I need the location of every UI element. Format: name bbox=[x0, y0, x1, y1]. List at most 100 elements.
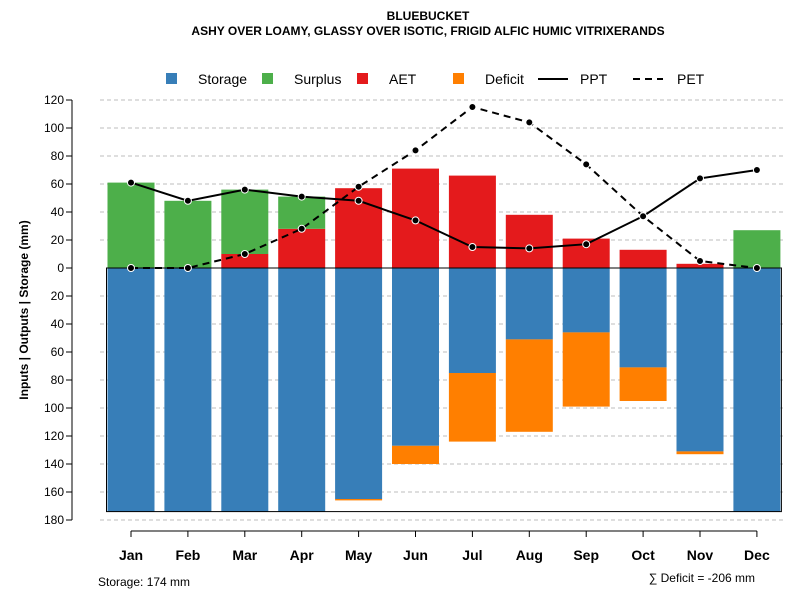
bar-deficit-jul bbox=[448, 373, 496, 442]
x-tick-label-jan: Jan bbox=[119, 547, 143, 563]
point-ppt-sep bbox=[582, 240, 591, 249]
point-pet-apr bbox=[297, 224, 306, 233]
point-ppt-feb bbox=[183, 196, 192, 205]
y-tick-label: 60 bbox=[51, 177, 65, 191]
y-tick-label: 20 bbox=[51, 233, 65, 247]
bar-storage-oct bbox=[619, 268, 667, 368]
legend-swatch-aet bbox=[357, 73, 368, 84]
x-tick-label-apr: Apr bbox=[290, 547, 315, 563]
legend-label-deficit: Deficit bbox=[485, 71, 524, 87]
y-tick-label: 80 bbox=[51, 373, 65, 387]
bar-surplus-mar bbox=[221, 189, 269, 254]
legend-swatch-surplus bbox=[262, 73, 273, 84]
bar-storage-mar bbox=[221, 268, 269, 512]
bar-deficit-oct bbox=[619, 367, 667, 401]
bar-deficit-aug bbox=[505, 339, 553, 432]
y-tick-label: 160 bbox=[44, 485, 64, 499]
bar-storage-may bbox=[335, 268, 383, 499]
storage-annotation: Storage: 174 mm bbox=[98, 575, 190, 589]
legend-label-surplus: Surplus bbox=[294, 71, 341, 87]
x-tick-label-dec: Dec bbox=[744, 547, 770, 563]
bar-storage-aug bbox=[505, 268, 553, 340]
point-ppt-jun bbox=[411, 216, 420, 225]
bar-aet-mar bbox=[221, 254, 269, 268]
bar-storage-jul bbox=[448, 268, 496, 373]
y-tick-label: 80 bbox=[51, 149, 65, 163]
x-tick-label-nov: Nov bbox=[687, 547, 714, 563]
point-ppt-oct bbox=[639, 212, 648, 221]
bar-deficit-may bbox=[335, 499, 383, 501]
y-tick-label: 40 bbox=[51, 317, 65, 331]
point-pet-dec bbox=[752, 264, 761, 272]
y-tick-label: 60 bbox=[51, 345, 65, 359]
legend: Storage Surplus AET Deficit PPT PET bbox=[166, 71, 705, 87]
point-pet-sep bbox=[582, 160, 591, 169]
bar-surplus-apr bbox=[278, 196, 326, 229]
gridlines bbox=[100, 99, 785, 521]
y-tick-label: 20 bbox=[51, 289, 65, 303]
bar-storage-feb bbox=[164, 268, 212, 512]
point-ppt-may bbox=[354, 196, 363, 205]
point-pet-feb bbox=[183, 264, 192, 272]
x-tick-label-jul: Jul bbox=[462, 547, 482, 563]
point-pet-aug bbox=[525, 118, 534, 127]
line-pet bbox=[131, 105, 758, 269]
point-ppt-jan bbox=[127, 178, 135, 187]
point-pet-nov bbox=[696, 257, 704, 265]
point-ppt-jul bbox=[468, 243, 477, 251]
chart-subtitle: ASHY OVER LOAMY, GLASSY OVER ISOTIC, FRI… bbox=[191, 24, 664, 38]
y-tick-label: 180 bbox=[44, 513, 64, 527]
point-pet-may bbox=[354, 182, 363, 191]
bar-storage-apr bbox=[278, 268, 326, 512]
point-ppt-apr bbox=[297, 192, 306, 201]
bar-surplus-dec bbox=[733, 230, 781, 268]
bar-storage-jan bbox=[107, 268, 155, 512]
point-pet-mar bbox=[240, 250, 249, 258]
legend-label-ppt: PPT bbox=[580, 71, 608, 87]
bar-surplus-feb bbox=[164, 200, 212, 268]
bars bbox=[106, 168, 782, 513]
x-tick-label-aug: Aug bbox=[516, 547, 543, 563]
point-pet-jan bbox=[127, 264, 135, 272]
y-tick-label: 0 bbox=[57, 261, 64, 275]
legend-swatch-storage bbox=[166, 73, 177, 84]
y-tick-label: 100 bbox=[44, 401, 64, 415]
bar-aet-oct bbox=[619, 249, 667, 268]
legend-label-aet: AET bbox=[389, 71, 417, 87]
bar-aet-nov bbox=[676, 263, 724, 268]
y-tick-label: 120 bbox=[44, 429, 64, 443]
bar-deficit-nov bbox=[676, 451, 724, 455]
bar-storage-sep bbox=[562, 268, 610, 333]
x-tick-label-feb: Feb bbox=[175, 547, 200, 563]
x-tick-label-oct: Oct bbox=[631, 547, 655, 563]
y-axis-label: Inputs | Outputs | Storage (mm) bbox=[17, 220, 31, 399]
y-tick-label: 120 bbox=[44, 93, 64, 107]
axes: 120 100 80 60 40 20 0 20 40 60 80 100 120 140 160 180 Ja… bbox=[44, 93, 770, 563]
legend-swatch-deficit bbox=[453, 73, 464, 84]
bar-aet-jul bbox=[448, 175, 496, 268]
chart-title: BLUEBUCKET bbox=[387, 9, 470, 23]
y-tick-label: 140 bbox=[44, 457, 64, 471]
series-lines bbox=[127, 103, 761, 272]
legend-label-pet: PET bbox=[677, 71, 705, 87]
bar-aet-aug bbox=[505, 214, 553, 268]
point-ppt-mar bbox=[240, 185, 249, 194]
bar-deficit-sep bbox=[562, 332, 610, 407]
legend-label-storage: Storage bbox=[198, 71, 247, 87]
x-tick-label-may: May bbox=[345, 547, 372, 563]
x-tick-label-sep: Sep bbox=[573, 547, 599, 563]
point-ppt-aug bbox=[525, 244, 534, 253]
deficit-annotation: ∑ Deficit = -206 mm bbox=[649, 571, 755, 585]
bar-surplus-jan bbox=[107, 182, 155, 268]
x-tick-label-mar: Mar bbox=[232, 547, 257, 563]
y-tick-label: 100 bbox=[44, 121, 64, 135]
bar-storage-dec bbox=[733, 268, 781, 512]
bar-storage-jun bbox=[392, 268, 439, 446]
point-pet-jun bbox=[411, 146, 420, 155]
point-ppt-dec bbox=[752, 166, 761, 174]
x-tick-label-jun: Jun bbox=[403, 547, 428, 563]
point-ppt-nov bbox=[696, 174, 704, 183]
y-tick-label: 40 bbox=[51, 205, 65, 219]
bar-deficit-jun bbox=[392, 445, 439, 464]
